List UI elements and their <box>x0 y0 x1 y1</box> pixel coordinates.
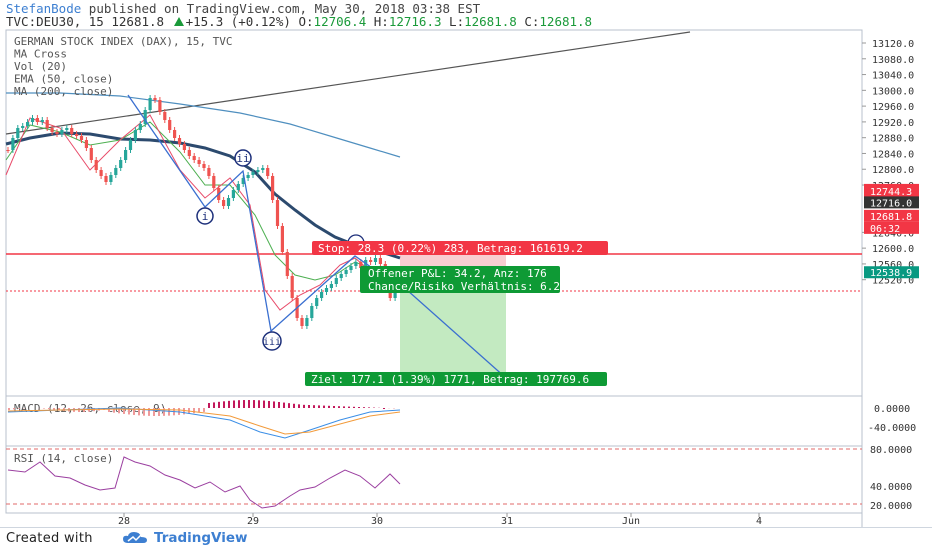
price-tag: 06:32 <box>864 221 919 235</box>
svg-text:Chance/Risiko Verhältnis: 6.26: Chance/Risiko Verhältnis: 6.26 <box>368 280 567 293</box>
up-arrow-icon <box>173 17 184 26</box>
price-tag: 12538.9 <box>864 266 919 279</box>
svg-text:i: i <box>202 210 209 223</box>
time-tick: 28 <box>118 516 130 527</box>
open-value: 12706.4 <box>313 14 367 29</box>
svg-text:ii: ii <box>236 152 249 165</box>
legend-entry: EMA (50, close) <box>14 73 113 86</box>
open-label: O: <box>298 14 314 29</box>
svg-text:Ziel: 177.1 (1.39%) 1771, Betr: Ziel: 177.1 (1.39%) 1771, Betrag: 197769… <box>311 373 589 386</box>
wave-label-iii[interactable]: iii <box>262 331 282 351</box>
svg-text:iii: iii <box>263 337 281 348</box>
price-tick: 12520.0 <box>872 276 914 287</box>
time-tick: Jun <box>622 516 640 527</box>
legend-entry: MA Cross <box>14 48 67 61</box>
tradingview-cloud-icon <box>123 532 147 543</box>
author-link[interactable]: StefanBode <box>6 1 82 16</box>
macd-tick-0: 0.0000 <box>874 404 910 415</box>
created-with-text: Created with <box>6 531 93 546</box>
svg-text:Stop: 28.3 (0.22%) 283, Betrag: Stop: 28.3 (0.22%) 283, Betrag: 161619.2 <box>318 242 583 255</box>
tradingview-logo[interactable]: TradingView <box>122 530 248 546</box>
wave-label-ii[interactable]: ii <box>234 149 252 167</box>
stop-label[interactable]: Stop: 28.3 (0.22%) 283, Betrag: 161619.2 <box>312 241 608 255</box>
price-tick: 13120.0 <box>872 39 914 50</box>
price-tick: 13080.0 <box>872 55 914 66</box>
rsi-tick-20: 20.0000 <box>870 501 912 512</box>
legend-entry: Vol (20) <box>14 60 67 73</box>
svg-text:12681.8: 12681.8 <box>870 212 912 223</box>
open-pl-label[interactable]: Offener P&L: 34.2, Anz: 176 Chance/Risik… <box>360 266 567 293</box>
price-tick: 12560.0 <box>872 260 914 271</box>
low-value: 12681.8 <box>464 14 517 29</box>
ma-cross-slow-line <box>5 121 401 283</box>
macd-tick-1: -40.0000 <box>868 423 916 434</box>
ema50-line <box>5 131 401 260</box>
time-tick: 29 <box>247 516 259 527</box>
long-trendline[interactable] <box>5 31 691 135</box>
last-price: 12681.8 <box>111 14 165 29</box>
price-tick: 12920.0 <box>872 118 914 129</box>
macd-signal-line <box>7 408 401 435</box>
rsi-tick-80: 80.0000 <box>870 445 912 456</box>
time-tick: 30 <box>371 516 383 527</box>
footer: Created with TradingView <box>0 527 932 550</box>
rsi-label: RSI (14, close) <box>14 452 113 465</box>
svg-text:12744.3: 12744.3 <box>870 187 912 198</box>
price-tick: 12600.0 <box>872 244 914 255</box>
time-tick: 4 <box>756 516 762 527</box>
price-tick: 12880.0 <box>872 134 914 145</box>
tradingview-name: TradingView <box>154 530 248 546</box>
high-label: H: <box>373 14 389 29</box>
rsi-tick-40: 40.0000 <box>870 482 912 493</box>
legend-entry: MA (200, close) <box>14 85 113 98</box>
ma200-line <box>6 92 401 158</box>
low-label: L: <box>449 14 465 29</box>
rsi-line <box>7 456 401 509</box>
close-label: C: <box>524 14 540 29</box>
high-value: 12716.3 <box>388 14 442 29</box>
legend-entry: GERMAN STOCK INDEX (DAX), 15, TVC <box>14 35 233 48</box>
projection-line[interactable] <box>397 281 507 379</box>
close-value: 12681.8 <box>539 14 593 29</box>
rsi-pane[interactable] <box>5 445 863 514</box>
symbol-ohlc-line: TVC:DEU30, 15 12681.8 +15.3 (+0.12%) O:1… <box>6 15 592 29</box>
price-tick: 12960.0 <box>872 102 914 113</box>
price-tick: 12800.0 <box>872 165 914 176</box>
wave-path[interactable] <box>127 94 402 333</box>
time-scale[interactable]: 28 29 30 31 Jun 4 <box>118 513 762 527</box>
published-text: published on TradingView.com, May 30, 20… <box>88 1 481 16</box>
price-tick: 13040.0 <box>872 71 914 82</box>
price-tag: 12681.8 <box>864 209 919 223</box>
candlesticks <box>6 95 397 329</box>
price-tick: 12840.0 <box>872 149 914 160</box>
svg-text:12538.9: 12538.9 <box>870 268 912 279</box>
svg-text:Offener P&L: 34.2, Anz: 176: Offener P&L: 34.2, Anz: 176 <box>368 267 547 280</box>
ma-cross-fast-line <box>5 114 401 311</box>
price-tag: 12716.0 <box>864 196 919 209</box>
wave-label-i[interactable]: i <box>196 207 214 225</box>
chart-header: StefanBode published on TradingView.com,… <box>0 0 932 30</box>
symbol: TVC:DEU30, 15 <box>6 14 104 29</box>
svg-text:12716.0: 12716.0 <box>870 198 912 209</box>
publish-line: StefanBode published on TradingView.com,… <box>6 2 480 16</box>
price-tag: 12744.3 <box>864 185 919 198</box>
svg-text:06:32: 06:32 <box>870 224 900 235</box>
chart-svg[interactable]: i ii iii Stop: 28.3 (0.22%) 283, Betrag:… <box>0 0 932 527</box>
price-change: +15.3 (+0.12%) <box>185 14 291 29</box>
price-tick: 13000.0 <box>872 86 914 97</box>
target-label[interactable]: Ziel: 177.1 (1.39%) 1771, Betrag: 197769… <box>305 372 607 386</box>
time-tick: 31 <box>501 516 513 527</box>
price-scale[interactable]: 13120.0 13080.0 13040.0 13000.0 12960.0 12920… <box>862 39 914 287</box>
macd-line <box>7 407 401 439</box>
